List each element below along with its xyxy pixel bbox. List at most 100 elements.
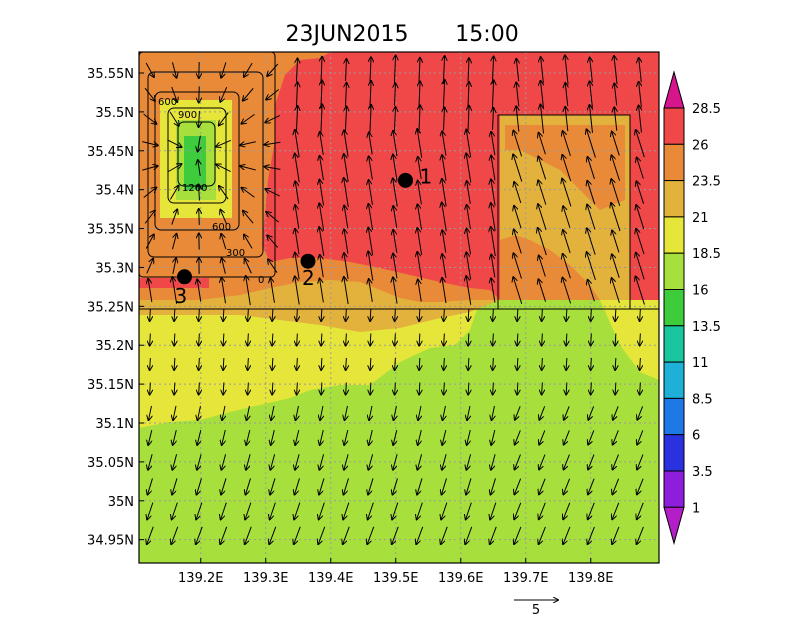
wind-arrow — [416, 526, 424, 544]
wind-arrow — [393, 277, 398, 304]
wind-arrow — [246, 454, 251, 470]
wind-arrow — [636, 229, 645, 255]
wind-arrow — [640, 357, 641, 370]
wind-arrow — [514, 230, 522, 254]
contour-900 — [167, 107, 227, 204]
wind-arrow — [442, 278, 447, 304]
wind-arrow — [417, 478, 423, 494]
wind-arrow — [419, 82, 420, 108]
wind-arrow — [243, 211, 254, 224]
wind-arrow — [369, 405, 372, 420]
wind-arrow — [466, 478, 472, 494]
wind-arrow — [564, 406, 570, 419]
wind-arrow — [244, 62, 253, 77]
wind-arrow — [174, 333, 175, 346]
y-tick-label: 35.45N — [87, 145, 134, 160]
wind-arrow — [245, 526, 252, 544]
contour-label-600-top: 600 — [158, 97, 177, 108]
wind-arrow — [167, 164, 182, 173]
wind-arrow — [417, 502, 423, 520]
wind-arrow — [538, 204, 547, 231]
wind-arrow — [517, 357, 518, 370]
wind-arrow — [590, 105, 593, 133]
wind-arrow — [492, 80, 493, 109]
colorbar-segment — [663, 180, 685, 218]
wind-arrow — [272, 357, 273, 370]
wind-arrow — [613, 454, 619, 470]
wind-arrow — [565, 55, 569, 85]
wind-arrow — [344, 454, 349, 470]
wind-arrow — [320, 429, 324, 445]
wind-arrow — [320, 405, 323, 420]
wind-arrow — [562, 155, 572, 182]
wind-arrow — [542, 382, 543, 395]
wind-arrow — [145, 62, 154, 77]
wind-arrow — [615, 382, 616, 395]
wind-arrow — [539, 502, 546, 519]
wind-arrow — [591, 357, 592, 370]
wind-arrow — [240, 166, 256, 171]
wind-arrow — [393, 178, 398, 207]
wind-arrow — [588, 526, 595, 544]
wind-arrow — [418, 429, 422, 445]
wind-arrow — [220, 526, 228, 544]
wind-arrow — [613, 406, 619, 419]
wind-arrow — [393, 131, 398, 157]
wind-arrow — [393, 155, 398, 182]
wind-arrow — [295, 478, 300, 494]
wind-arrow — [517, 308, 518, 321]
wind-arrow — [590, 81, 593, 108]
wind-arrow — [419, 382, 420, 395]
wind-arrow — [150, 382, 151, 395]
wind-arrow — [639, 58, 642, 82]
wind-arrow — [587, 228, 596, 255]
wind-arrow — [492, 405, 495, 420]
wind-arrow — [149, 405, 152, 420]
wind-arrow — [443, 80, 444, 110]
y-tick-label: 35.55N — [87, 67, 134, 82]
wind-arrow — [270, 502, 276, 520]
wind-arrow — [514, 182, 522, 204]
wind-arrow — [467, 429, 471, 445]
wind-arrow — [443, 405, 446, 420]
wind-arrow — [148, 454, 153, 470]
colorbar-segment — [663, 325, 685, 363]
wind-arrow — [640, 382, 641, 395]
colorbar-segment — [663, 107, 685, 145]
reference-vector-label: 5 — [532, 603, 540, 618]
wind-arrow — [344, 229, 349, 254]
wind-arrow — [173, 405, 176, 420]
colorbar-label: 21 — [692, 211, 709, 226]
wind-arrow — [587, 181, 596, 205]
station-label: 3 — [175, 284, 188, 308]
topography-contours — [138, 51, 659, 310]
wind-arrow — [639, 82, 642, 108]
colorbar-segment — [663, 143, 685, 182]
wind-arrow — [344, 154, 349, 182]
wind-arrow — [637, 478, 644, 495]
wind-arrow — [418, 157, 422, 180]
wind-arrow — [514, 502, 522, 519]
wind-arrow — [491, 156, 496, 181]
wind-arrow — [199, 209, 200, 226]
wind-arrow — [465, 526, 473, 544]
colorbar: 28.5 26 23.5 21 18.5 16 13.5 11 8.5 6 3.5 1 — [663, 70, 721, 546]
wind-arrow — [245, 259, 252, 274]
station-label: 1 — [420, 164, 433, 188]
wind-arrow — [344, 178, 349, 208]
wind-arrow — [611, 203, 621, 232]
x-tick-label: 139.5E — [373, 571, 418, 586]
wind-arrow — [368, 478, 374, 494]
wind-arrow — [395, 382, 396, 395]
wind-arrow — [565, 107, 568, 132]
wind-arrow — [466, 454, 472, 470]
wind-arrow — [345, 83, 346, 107]
wind-arrow — [319, 227, 325, 256]
wind-arrow — [466, 229, 472, 255]
colorbar-top-arrow — [663, 70, 685, 109]
wind-arrow — [248, 382, 249, 395]
wind-arrow — [444, 333, 445, 346]
wind-arrow — [369, 133, 373, 155]
wind-arrow — [538, 279, 547, 302]
wind-arrow — [222, 258, 226, 274]
